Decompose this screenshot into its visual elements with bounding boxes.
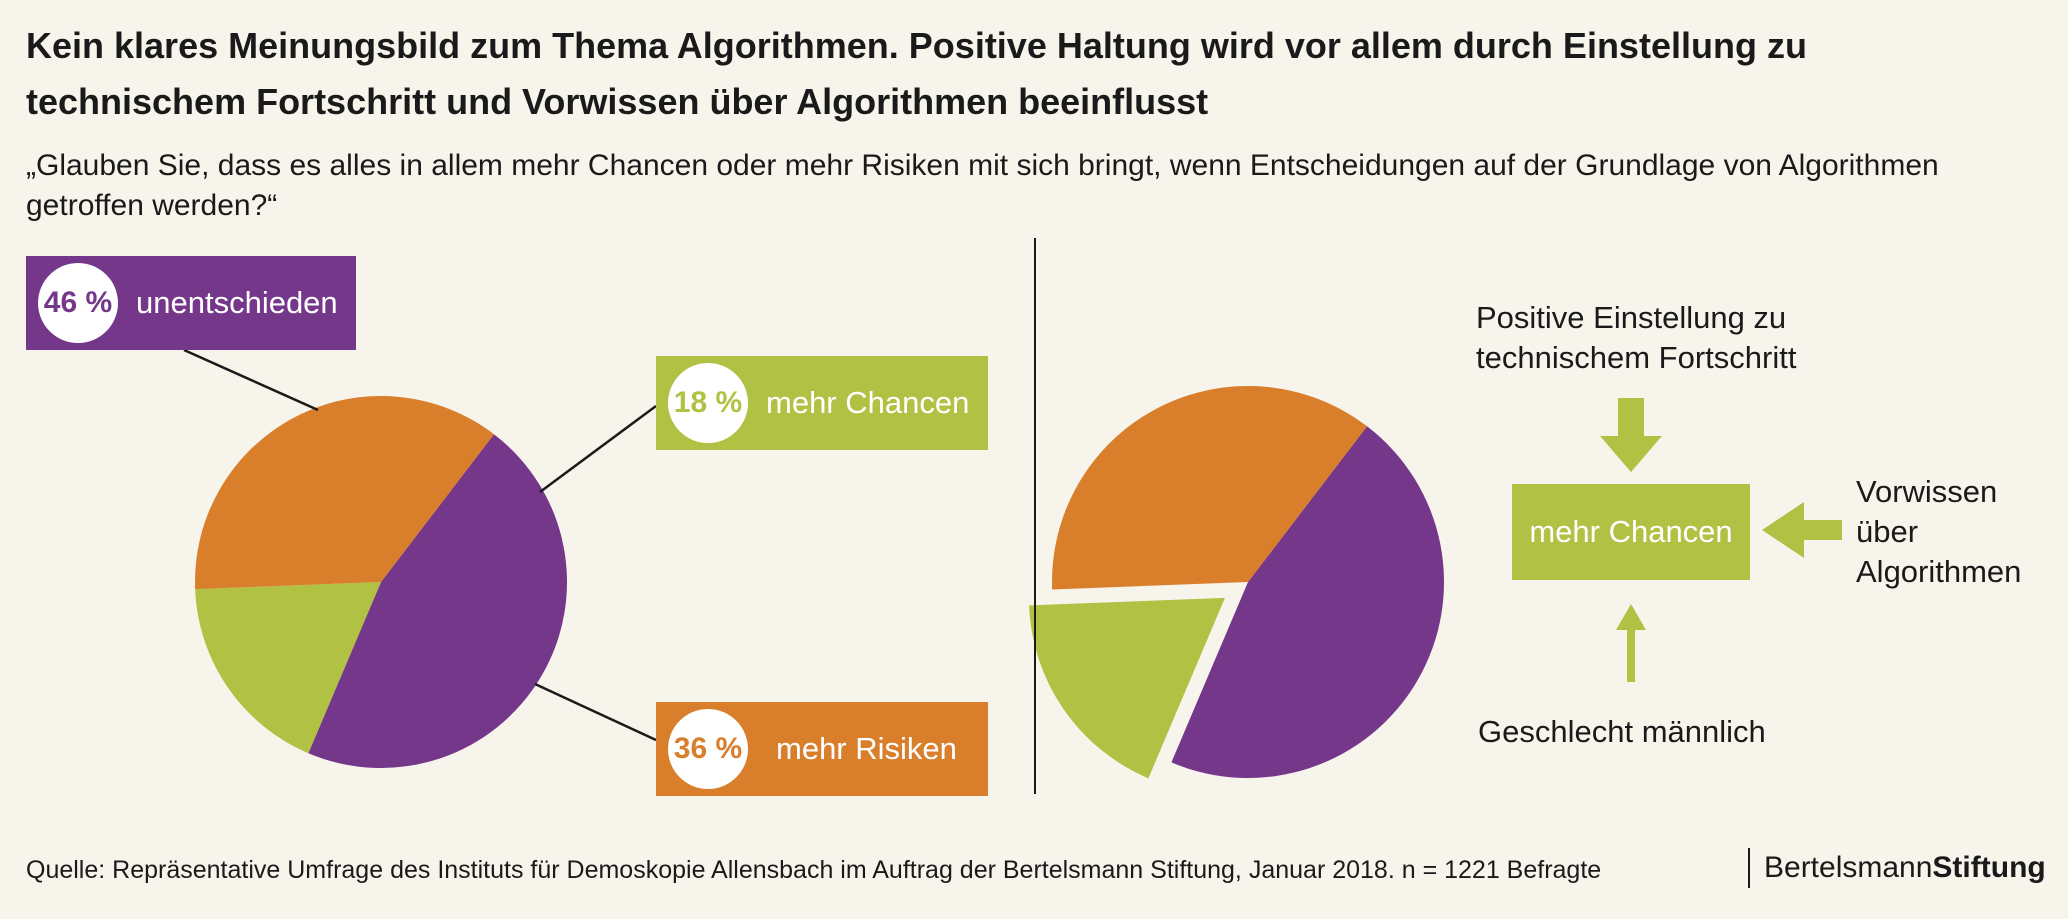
factor-line: Vorwissen xyxy=(1856,474,1998,509)
slice-label: unentschieden xyxy=(136,285,338,320)
center-label-chances: mehr Chancen xyxy=(1512,484,1750,580)
factor-line: technischem Fortschritt xyxy=(1476,340,1797,375)
factor-line: Positive Einstellung zu xyxy=(1476,300,1787,335)
chart-title: Kein klares Meinungsbild zum Thema Algor… xyxy=(26,25,1807,122)
survey-question: „Glauben Sie, dass es alles in allem meh… xyxy=(26,149,1939,222)
leader-line-chances xyxy=(539,404,657,494)
pie-slice-unentschieden xyxy=(308,434,568,769)
value-badge: 18 % xyxy=(668,363,748,443)
pie-slice-mehr-chancen xyxy=(1029,597,1225,779)
brand-logo: BertelsmannStiftung xyxy=(1748,848,2046,888)
value-badge: 36 % xyxy=(668,709,748,789)
brand-bold: Stiftung xyxy=(1932,851,2046,884)
source-note: Quelle: Repräsentative Umfrage des Insti… xyxy=(26,856,1602,884)
arrow-left-icon xyxy=(1762,502,1842,558)
arrow-down-icon xyxy=(1600,398,1662,472)
label-undecided: 46 % unentschieden xyxy=(26,256,356,350)
influence-arrows xyxy=(1600,398,1842,682)
arrow-up-icon xyxy=(1616,604,1646,682)
factor-prior-knowledge: Vorwissen über Algorithmen xyxy=(1856,472,2021,592)
pie-chart-left xyxy=(195,396,568,769)
pie-slice-unentschieden xyxy=(1171,426,1444,778)
divider-line xyxy=(1034,238,1036,794)
leader-lines xyxy=(183,348,657,742)
pie-slice-mehr-risiken xyxy=(1052,385,1368,590)
leader-line-undecided xyxy=(183,348,319,412)
pie-chart-right xyxy=(1029,385,1444,779)
label-risks: 36 % mehr Risiken xyxy=(656,702,988,796)
brand-light: Bertelsmann xyxy=(1764,851,1933,884)
label-chances: 18 % mehr Chancen xyxy=(656,356,988,450)
value-badge: 46 % xyxy=(38,263,118,343)
pie-slice-mehr-risiken xyxy=(195,396,494,590)
leader-line-risks xyxy=(534,682,657,742)
factor-technical-progress: Positive Einstellung zu technischem Fort… xyxy=(1476,298,1796,378)
pie-slice-mehr-chancen xyxy=(195,582,381,754)
factor-line: über xyxy=(1856,514,1919,549)
slice-label: mehr Chancen xyxy=(766,385,970,420)
factor-line: Algorithmen xyxy=(1856,554,2022,589)
factor-male-gender: Geschlecht männlich xyxy=(1478,714,1766,749)
slice-label: mehr Risiken xyxy=(776,731,957,766)
